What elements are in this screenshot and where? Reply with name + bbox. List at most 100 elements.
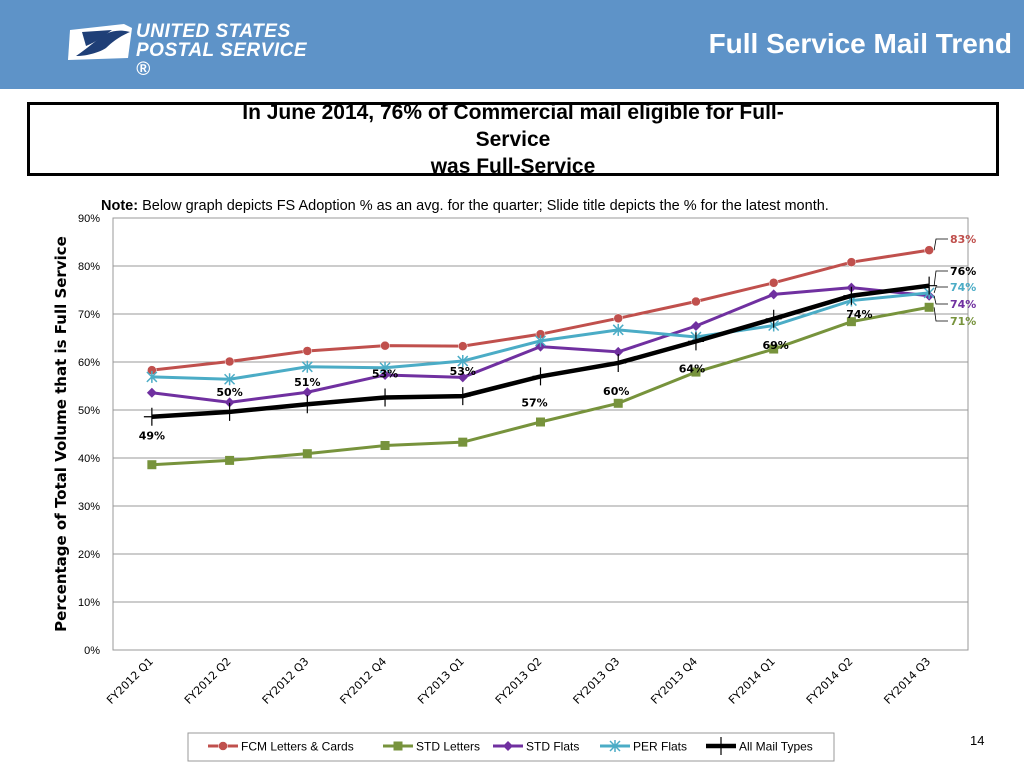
legend-marker: [713, 737, 729, 755]
y-tick-label: 10%: [78, 597, 100, 609]
data-point: [302, 387, 313, 398]
data-point: [691, 367, 701, 377]
y-tick-label: 70%: [78, 309, 100, 321]
data-point: [224, 373, 236, 386]
header-bar: UNITED STATES POSTAL SERVICE ® Full Serv…: [0, 0, 1024, 89]
y-tick-label: 60%: [78, 357, 100, 369]
x-tick-label: FY2013 Q4: [648, 655, 700, 707]
data-point: [846, 257, 857, 267]
data-label: 53%: [372, 368, 398, 381]
data-point: [146, 370, 158, 383]
data-label: 57%: [521, 396, 547, 409]
data-point: [457, 372, 468, 383]
chart-note: Note: Below graph depicts FS Adoption % …: [101, 198, 829, 214]
x-tick-label: FY2014 Q1: [726, 655, 778, 707]
legend-label: All Mail Types: [739, 740, 813, 754]
page-number: 14: [970, 733, 985, 748]
data-point: [924, 245, 934, 255]
headline-line1: In June 2014, 76% of Commercial mail eli…: [242, 100, 784, 151]
data-point: [380, 441, 390, 451]
data-point: [301, 360, 313, 373]
x-tick-label: FY2013 Q3: [571, 655, 623, 707]
data-point: [454, 387, 471, 406]
end-label: 76%: [950, 265, 976, 278]
data-point: [458, 341, 468, 351]
legend-label: STD Flats: [526, 740, 579, 754]
data-label: 60%: [603, 385, 629, 398]
end-label: 74%: [950, 298, 976, 311]
data-point: [380, 369, 391, 380]
y-tick-label: 30%: [78, 501, 100, 513]
logo-line1: UNITED STATES: [136, 21, 291, 42]
data-point: [532, 367, 549, 386]
headline-text: In June 2014, 76% of Commercial mail eli…: [233, 99, 793, 180]
data-point: [765, 309, 782, 328]
headline-box: In June 2014, 76% of Commercial mail eli…: [27, 101, 999, 178]
leader-line: [933, 270, 948, 286]
data-point: [380, 340, 390, 351]
leader-line: [933, 307, 948, 322]
data-point: [769, 344, 779, 354]
data-point: [146, 387, 157, 398]
legend-marker: [393, 741, 403, 751]
x-tick-label: FY2012 Q1: [104, 655, 156, 707]
end-label: 83%: [950, 233, 976, 246]
x-tick-label: FY2014 Q3: [881, 655, 933, 707]
x-tick-label: FY2013 Q1: [415, 655, 467, 707]
data-label: 74%: [846, 308, 872, 321]
data-label: 64%: [679, 362, 705, 375]
note-label: Note:: [101, 198, 139, 214]
data-point: [613, 313, 623, 324]
data-point: [299, 395, 316, 414]
y-tick-label: 0%: [84, 645, 100, 657]
plot-area: [112, 217, 969, 651]
leader-line: [933, 238, 948, 251]
y-tick-label: 20%: [78, 549, 100, 561]
series-line-fcm-letters-cards: [151, 248, 930, 372]
data-label: 50%: [216, 386, 242, 399]
x-tick-label: FY2013 Q2: [493, 655, 545, 707]
y-tick-label: 90%: [78, 213, 100, 225]
legend-marker: [503, 741, 513, 751]
data-label: 69%: [763, 339, 789, 352]
eagle-icon: [68, 24, 132, 60]
data-label: 49%: [139, 430, 165, 443]
leader-line: [933, 295, 948, 305]
logo-wordmark: UNITED STATES POSTAL SERVICE ®: [136, 22, 326, 79]
data-point: [377, 388, 394, 407]
y-tick-label: 40%: [78, 453, 100, 465]
x-tick-label: FY2012 Q2: [182, 655, 234, 707]
legend-marker: [218, 741, 228, 751]
data-point: [225, 455, 235, 465]
data-point: [843, 286, 860, 305]
data-point: [221, 402, 238, 421]
data-point: [302, 449, 312, 459]
data-point: [846, 317, 856, 327]
data-point: [379, 361, 391, 374]
data-point: [302, 346, 313, 356]
data-point: [613, 346, 624, 357]
data-point: [610, 353, 627, 372]
data-label: 53%: [450, 365, 476, 378]
y-axis-label: Percentage of Total Volume that is Full …: [52, 236, 70, 632]
legend-label: PER Flats: [633, 740, 687, 754]
data-point: [458, 437, 468, 447]
legend-label: FCM Letters & Cards: [241, 740, 354, 754]
data-point: [768, 289, 779, 300]
data-point: [457, 355, 469, 368]
data-point: [687, 332, 704, 351]
data-point: [143, 407, 160, 426]
data-point: [768, 278, 779, 288]
note-text: Below graph depicts FS Adoption % as an …: [142, 198, 829, 214]
end-label: 74%: [950, 281, 976, 294]
slide-title: Full Service Mail Trend: [708, 28, 1012, 59]
data-point: [534, 334, 547, 347]
end-label: 71%: [950, 315, 976, 328]
leader-line: [933, 286, 948, 294]
data-point: [536, 417, 545, 427]
data-label: 51%: [294, 376, 320, 389]
x-tick-label: FY2014 Q2: [804, 655, 856, 707]
data-point: [691, 296, 701, 307]
data-point: [147, 460, 157, 470]
